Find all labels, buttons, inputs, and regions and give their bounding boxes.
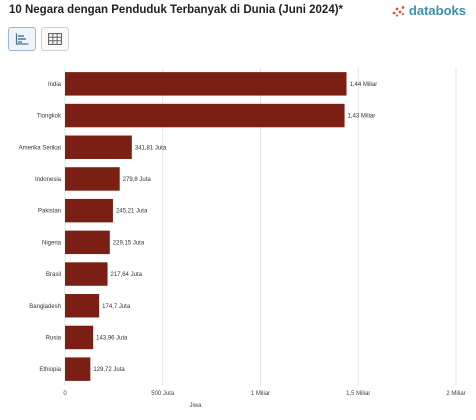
brand-name: databoks bbox=[408, 3, 466, 18]
x-tick-label: 1 Miliar bbox=[251, 391, 270, 397]
category-label: Tiongkok bbox=[37, 114, 62, 120]
category-label: Rusia bbox=[46, 335, 62, 341]
x-axis-title: Jiwa bbox=[189, 403, 202, 409]
data-label: 143,96 Juta bbox=[96, 335, 128, 341]
category-label: Brasil bbox=[46, 272, 61, 278]
category-label: Bangladesh bbox=[29, 304, 61, 310]
category-label: Amerika Serikat bbox=[19, 145, 62, 151]
chart-title: 10 Negara dengan Penduduk Terbanyak di D… bbox=[9, 4, 344, 16]
category-label: Ethiopia bbox=[39, 367, 61, 373]
bar-amerika-serikat bbox=[65, 135, 132, 159]
data-label: 229,15 Juta bbox=[113, 240, 145, 246]
bar-brasil bbox=[65, 262, 108, 286]
bar-chart-icon bbox=[15, 33, 29, 45]
category-label: Nigeria bbox=[42, 240, 62, 246]
table-icon bbox=[48, 33, 62, 45]
data-label: 245,21 Juta bbox=[116, 209, 148, 215]
x-tick-label: 0 bbox=[63, 391, 67, 397]
data-label: 1,43 Miliar bbox=[348, 114, 376, 120]
data-label: 1,44 Miliar bbox=[350, 82, 378, 88]
chart-view-button[interactable] bbox=[8, 27, 36, 51]
x-tick-label: 1,5 Miliar bbox=[346, 391, 370, 397]
brand-logo[interactable]: databoks bbox=[392, 3, 466, 18]
table-view-button[interactable] bbox=[41, 27, 69, 51]
x-tick-label: 2 Miliar bbox=[446, 391, 465, 397]
bar-indonesia bbox=[65, 167, 120, 191]
bar-nigeria bbox=[65, 230, 110, 255]
bar-bangladesh bbox=[65, 294, 100, 318]
bar-india bbox=[65, 72, 347, 96]
data-label: 129,72 Juta bbox=[93, 367, 125, 373]
data-label: 174,7 Juta bbox=[102, 304, 131, 310]
category-label: India bbox=[48, 82, 62, 88]
category-label: Indonesia bbox=[35, 177, 62, 183]
bar-ethiopia bbox=[65, 357, 91, 381]
databoks-logo-icon bbox=[392, 5, 405, 17]
bar-tiongkok bbox=[65, 103, 345, 128]
bar-pakistan bbox=[65, 198, 113, 223]
category-label: Pakistan bbox=[38, 209, 61, 215]
x-tick-label: 500 Juta bbox=[151, 391, 175, 397]
data-label: 279,8 Juta bbox=[123, 177, 152, 183]
data-label: 341,81 Juta bbox=[135, 145, 167, 151]
data-label: 217,64 Juta bbox=[111, 272, 143, 278]
view-toolbar bbox=[8, 27, 69, 51]
bar-rusia bbox=[65, 325, 94, 350]
